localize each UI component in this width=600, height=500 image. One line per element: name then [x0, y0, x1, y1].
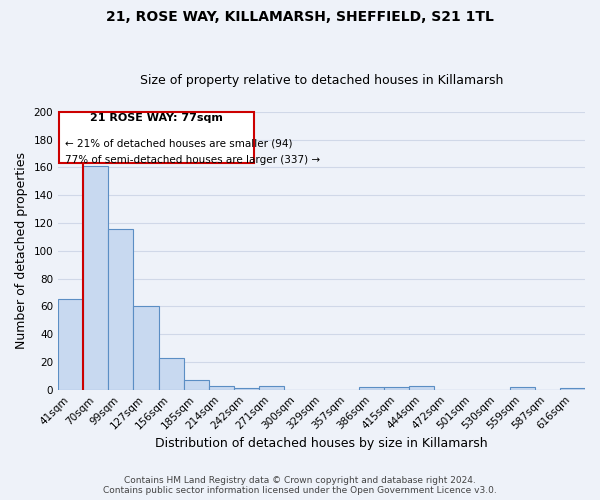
Y-axis label: Number of detached properties: Number of detached properties [15, 152, 28, 350]
Bar [109, 228, 133, 390]
X-axis label: Distribution of detached houses by size in Killamarsh: Distribution of detached houses by size … [155, 437, 488, 450]
Text: 21, ROSE WAY, KILLAMARSH, SHEFFIELD, S21 1TL: 21, ROSE WAY, KILLAMARSH, SHEFFIELD, S21… [106, 10, 494, 24]
Bar [259, 386, 284, 390]
Bar [209, 386, 234, 390]
FancyBboxPatch shape [59, 112, 254, 163]
Bar [158, 358, 184, 390]
Bar [560, 388, 585, 390]
Text: ← 21% of detached houses are smaller (94): ← 21% of detached houses are smaller (94… [65, 138, 292, 148]
Bar [359, 387, 385, 390]
Bar [83, 166, 109, 390]
Bar [409, 386, 434, 390]
Bar [385, 387, 409, 390]
Title: Size of property relative to detached houses in Killamarsh: Size of property relative to detached ho… [140, 74, 503, 87]
Text: 21 ROSE WAY: 77sqm: 21 ROSE WAY: 77sqm [90, 113, 223, 123]
Bar [184, 380, 209, 390]
Text: 77% of semi-detached houses are larger (337) →: 77% of semi-detached houses are larger (… [65, 155, 320, 165]
Bar [133, 306, 158, 390]
Text: Contains HM Land Registry data © Crown copyright and database right 2024.
Contai: Contains HM Land Registry data © Crown c… [103, 476, 497, 495]
Bar [58, 300, 83, 390]
Bar [234, 388, 259, 390]
Bar [510, 387, 535, 390]
